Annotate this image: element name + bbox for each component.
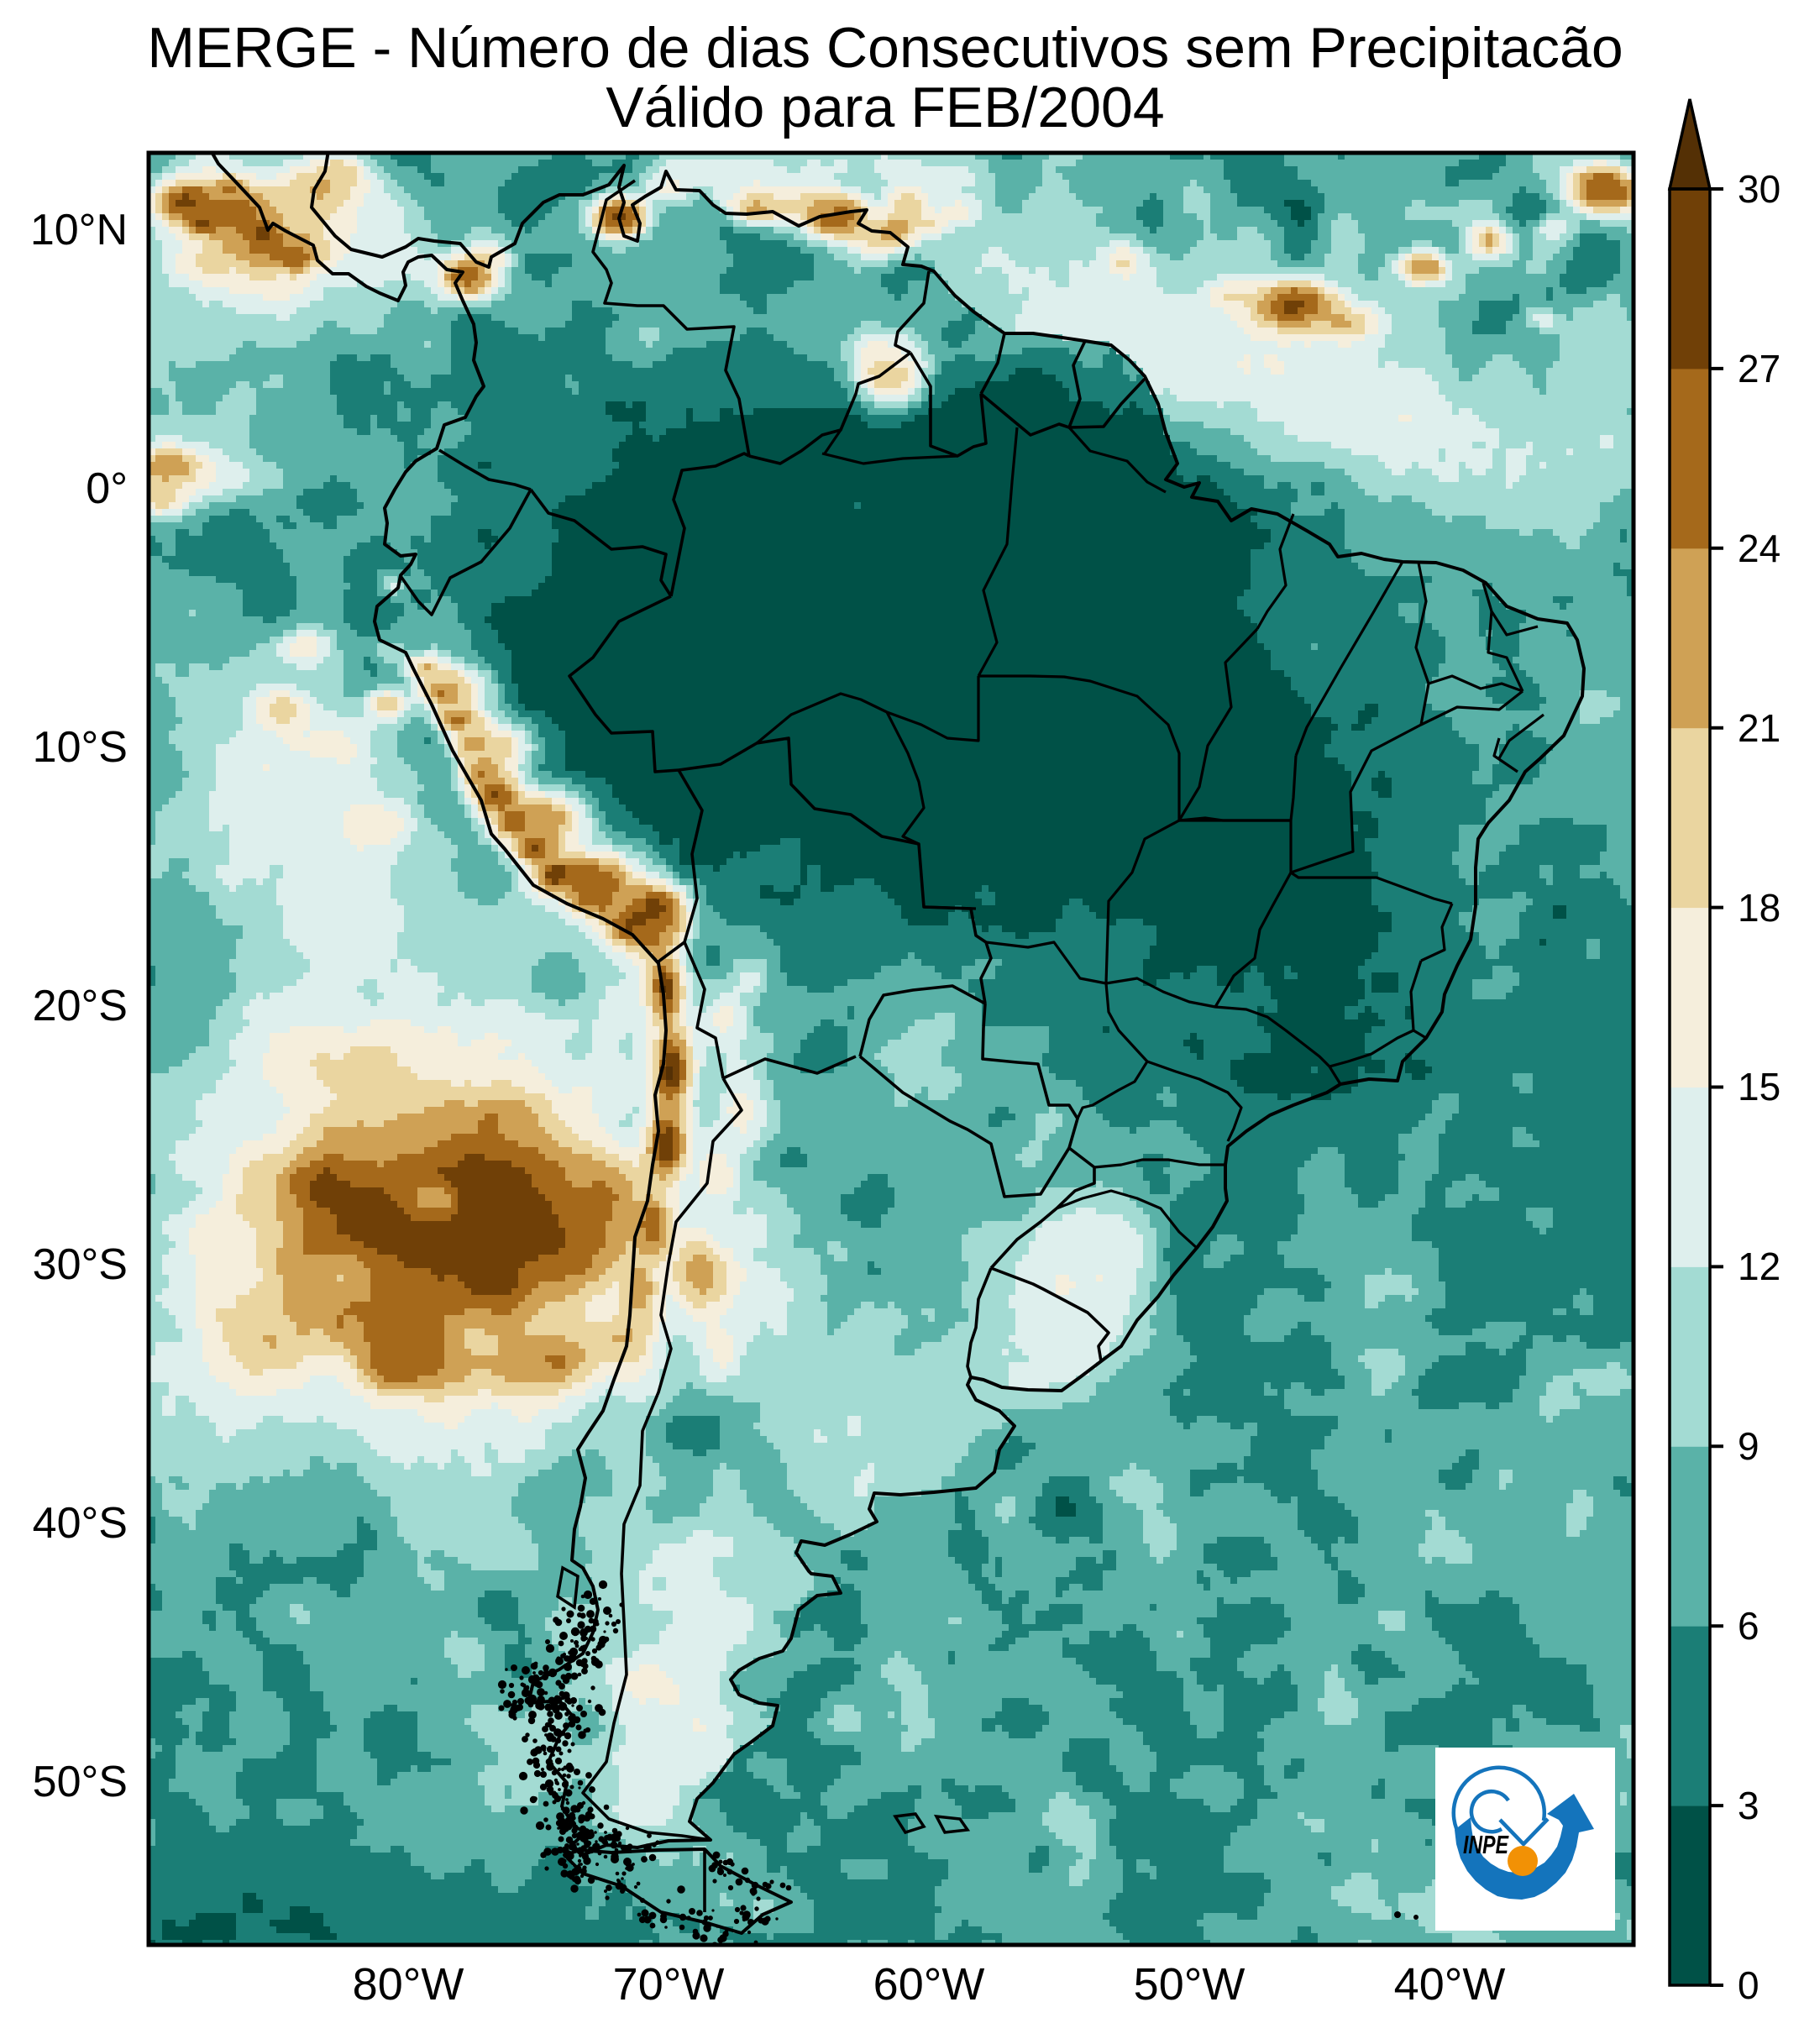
svg-text:70°W: 70°W (613, 1959, 725, 2010)
svg-text:21: 21 (1738, 706, 1780, 750)
svg-text:20°S: 20°S (33, 982, 128, 1030)
svg-text:50°S: 50°S (33, 1758, 128, 1806)
svg-text:0: 0 (1738, 1963, 1759, 2007)
svg-text:50°W: 50°W (1134, 1959, 1245, 2010)
svg-text:18: 18 (1738, 886, 1780, 930)
svg-text:10°N: 10°N (30, 206, 128, 254)
svg-text:INPE: INPE (1463, 1830, 1509, 1859)
svg-text:0°: 0° (86, 464, 128, 513)
svg-text:80°W: 80°W (353, 1959, 464, 2010)
svg-text:12: 12 (1738, 1245, 1780, 1288)
svg-text:Válido para FEB/2004: Válido para FEB/2004 (606, 76, 1164, 139)
svg-text:30: 30 (1738, 167, 1780, 211)
svg-text:27: 27 (1738, 347, 1780, 390)
svg-text:3: 3 (1738, 1784, 1759, 1827)
svg-text:40°S: 40°S (33, 1499, 128, 1548)
svg-text:9: 9 (1738, 1424, 1759, 1468)
svg-text:30°S: 30°S (33, 1240, 128, 1289)
svg-text:15: 15 (1738, 1065, 1780, 1108)
svg-text:10°S: 10°S (33, 723, 128, 772)
svg-text:MERGE - Número de dias Consecu: MERGE - Número de dias Consecutivos sem … (147, 16, 1623, 80)
svg-text:40°W: 40°W (1394, 1959, 1506, 2010)
svg-text:24: 24 (1738, 527, 1780, 570)
svg-text:60°W: 60°W (873, 1959, 985, 2010)
svg-text:6: 6 (1738, 1604, 1759, 1648)
